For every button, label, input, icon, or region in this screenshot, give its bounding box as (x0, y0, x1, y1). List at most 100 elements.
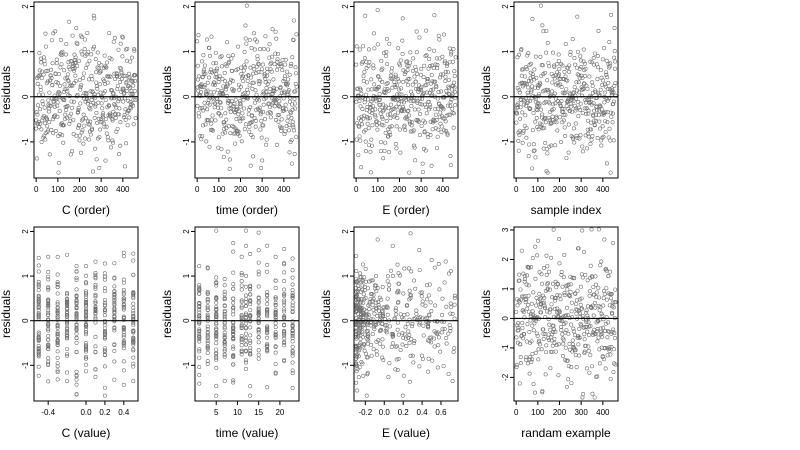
data-point (367, 143, 372, 148)
data-point (85, 119, 90, 124)
data-point (552, 91, 557, 96)
data-point (102, 261, 107, 266)
data-point (559, 98, 564, 103)
data-point (222, 310, 227, 315)
data-point (222, 354, 227, 359)
data-point (75, 41, 80, 46)
data-point (218, 113, 223, 118)
data-point (610, 311, 615, 316)
data-point (282, 279, 287, 284)
data-point (582, 349, 587, 354)
data-point (126, 76, 131, 81)
data-point (416, 119, 421, 124)
data-point (122, 112, 127, 117)
data-point (602, 82, 607, 87)
data-point (576, 342, 581, 347)
data-point (604, 286, 609, 291)
data-point (560, 284, 565, 289)
data-point (369, 77, 374, 82)
data-point (577, 326, 582, 331)
data-point (282, 132, 287, 137)
data-point (579, 323, 584, 328)
data-point (197, 114, 202, 119)
data-point (583, 272, 588, 277)
data-point (255, 97, 260, 102)
data-point (588, 263, 593, 268)
data-point (443, 119, 448, 124)
data-point (600, 135, 605, 140)
data-point (578, 58, 583, 63)
data-point (55, 315, 60, 320)
data-point (578, 310, 583, 315)
data-point (452, 316, 457, 321)
data-point (362, 56, 367, 61)
data-point (112, 301, 117, 306)
data-point (87, 122, 92, 127)
data-point (213, 118, 218, 123)
data-point (102, 271, 107, 276)
data-point (283, 102, 288, 107)
data-point (550, 295, 555, 300)
data-point (56, 71, 61, 76)
data-point (239, 305, 244, 310)
data-point (36, 343, 41, 348)
data-point (283, 57, 288, 62)
data-point (357, 47, 362, 52)
data-point (125, 123, 130, 128)
data-point (575, 135, 580, 140)
data-point (93, 146, 98, 151)
data-point (237, 116, 242, 121)
data-point (542, 295, 547, 300)
data-point (131, 314, 136, 319)
data-point (45, 79, 50, 84)
data-point (243, 311, 248, 316)
x-tick-label: 20 (275, 408, 284, 417)
data-point (567, 69, 572, 74)
data-point (82, 47, 87, 52)
data-point (290, 295, 295, 300)
x-axis-title: sample index (531, 203, 602, 217)
data-point (548, 349, 553, 354)
data-point (34, 110, 39, 115)
data-point (581, 250, 586, 255)
data-point (290, 310, 295, 315)
data-point (248, 287, 253, 292)
data-point (282, 316, 287, 321)
data-point (38, 84, 43, 89)
data-point (239, 336, 244, 341)
data-point (57, 91, 62, 96)
data-point (548, 307, 553, 312)
data-point (570, 349, 575, 354)
data-point (273, 100, 278, 105)
data-point (427, 312, 432, 317)
data-point (514, 120, 519, 125)
data-point (207, 144, 212, 149)
data-point (609, 296, 614, 301)
data-point (46, 300, 51, 305)
data-point (362, 326, 367, 331)
data-point (525, 306, 530, 311)
data-point (241, 68, 246, 73)
data-point (572, 276, 577, 281)
data-point (572, 126, 577, 131)
data-point (428, 340, 433, 345)
data-point (354, 44, 359, 49)
data-point (55, 306, 60, 311)
data-point (102, 385, 107, 390)
data-point (241, 79, 246, 84)
data-point (448, 301, 453, 306)
data-point (49, 67, 54, 72)
data-point (398, 273, 403, 278)
plot-frame (33, 1, 139, 179)
data-point (197, 314, 202, 319)
data-point (223, 111, 228, 116)
data-point (197, 334, 202, 339)
data-point (36, 74, 41, 79)
data-point (239, 337, 244, 342)
data-point (205, 324, 210, 329)
data-point (285, 118, 290, 123)
data-point (55, 291, 60, 296)
y-tick-label: 2 (341, 4, 350, 9)
data-point (197, 373, 202, 378)
data-point (205, 299, 210, 304)
